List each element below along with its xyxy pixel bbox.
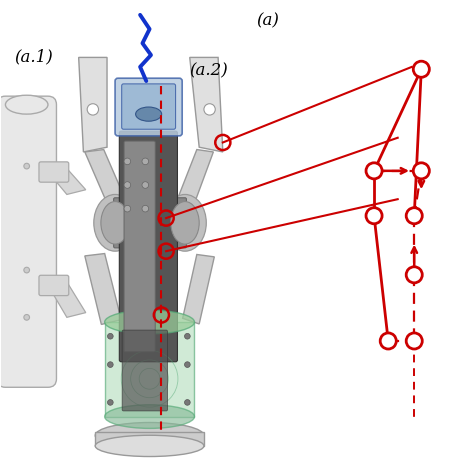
Polygon shape (85, 150, 128, 209)
Circle shape (204, 104, 215, 115)
Text: (a): (a) (256, 12, 279, 29)
Polygon shape (79, 57, 107, 152)
Circle shape (108, 333, 113, 339)
FancyBboxPatch shape (39, 275, 69, 296)
Circle shape (380, 333, 396, 349)
Circle shape (406, 208, 422, 224)
Polygon shape (175, 150, 213, 210)
Ellipse shape (136, 107, 162, 121)
Circle shape (108, 362, 113, 367)
Ellipse shape (94, 194, 137, 251)
Circle shape (406, 267, 422, 283)
Bar (105, 322, 194, 417)
Circle shape (142, 205, 149, 212)
Ellipse shape (164, 194, 206, 251)
Bar (95, 432, 204, 446)
Text: (a.2): (a.2) (189, 62, 228, 79)
Circle shape (413, 61, 429, 77)
Ellipse shape (5, 95, 48, 114)
FancyBboxPatch shape (114, 198, 186, 248)
Circle shape (124, 205, 131, 212)
Circle shape (142, 182, 149, 188)
Polygon shape (190, 57, 223, 152)
Circle shape (24, 315, 29, 320)
Ellipse shape (101, 201, 129, 244)
FancyBboxPatch shape (124, 141, 155, 352)
Polygon shape (182, 255, 214, 324)
Circle shape (24, 163, 29, 169)
Circle shape (413, 163, 429, 179)
Circle shape (366, 163, 382, 179)
Circle shape (366, 208, 382, 224)
Circle shape (184, 400, 190, 405)
FancyBboxPatch shape (122, 330, 167, 411)
Circle shape (24, 267, 29, 273)
Text: (a.1): (a.1) (14, 48, 53, 65)
Ellipse shape (95, 435, 204, 456)
Polygon shape (48, 168, 86, 194)
Polygon shape (48, 282, 86, 318)
Circle shape (124, 182, 131, 188)
Circle shape (108, 400, 113, 405)
Polygon shape (85, 254, 121, 324)
Ellipse shape (95, 422, 204, 448)
FancyBboxPatch shape (39, 162, 69, 182)
Circle shape (184, 362, 190, 367)
Ellipse shape (105, 310, 194, 334)
Circle shape (124, 158, 131, 164)
FancyBboxPatch shape (119, 131, 177, 362)
Circle shape (184, 333, 190, 339)
FancyBboxPatch shape (0, 96, 56, 387)
FancyBboxPatch shape (115, 78, 182, 136)
FancyBboxPatch shape (122, 84, 175, 129)
Circle shape (87, 104, 99, 115)
Circle shape (142, 158, 149, 164)
Circle shape (406, 333, 422, 349)
Ellipse shape (171, 201, 199, 244)
Ellipse shape (105, 405, 194, 428)
